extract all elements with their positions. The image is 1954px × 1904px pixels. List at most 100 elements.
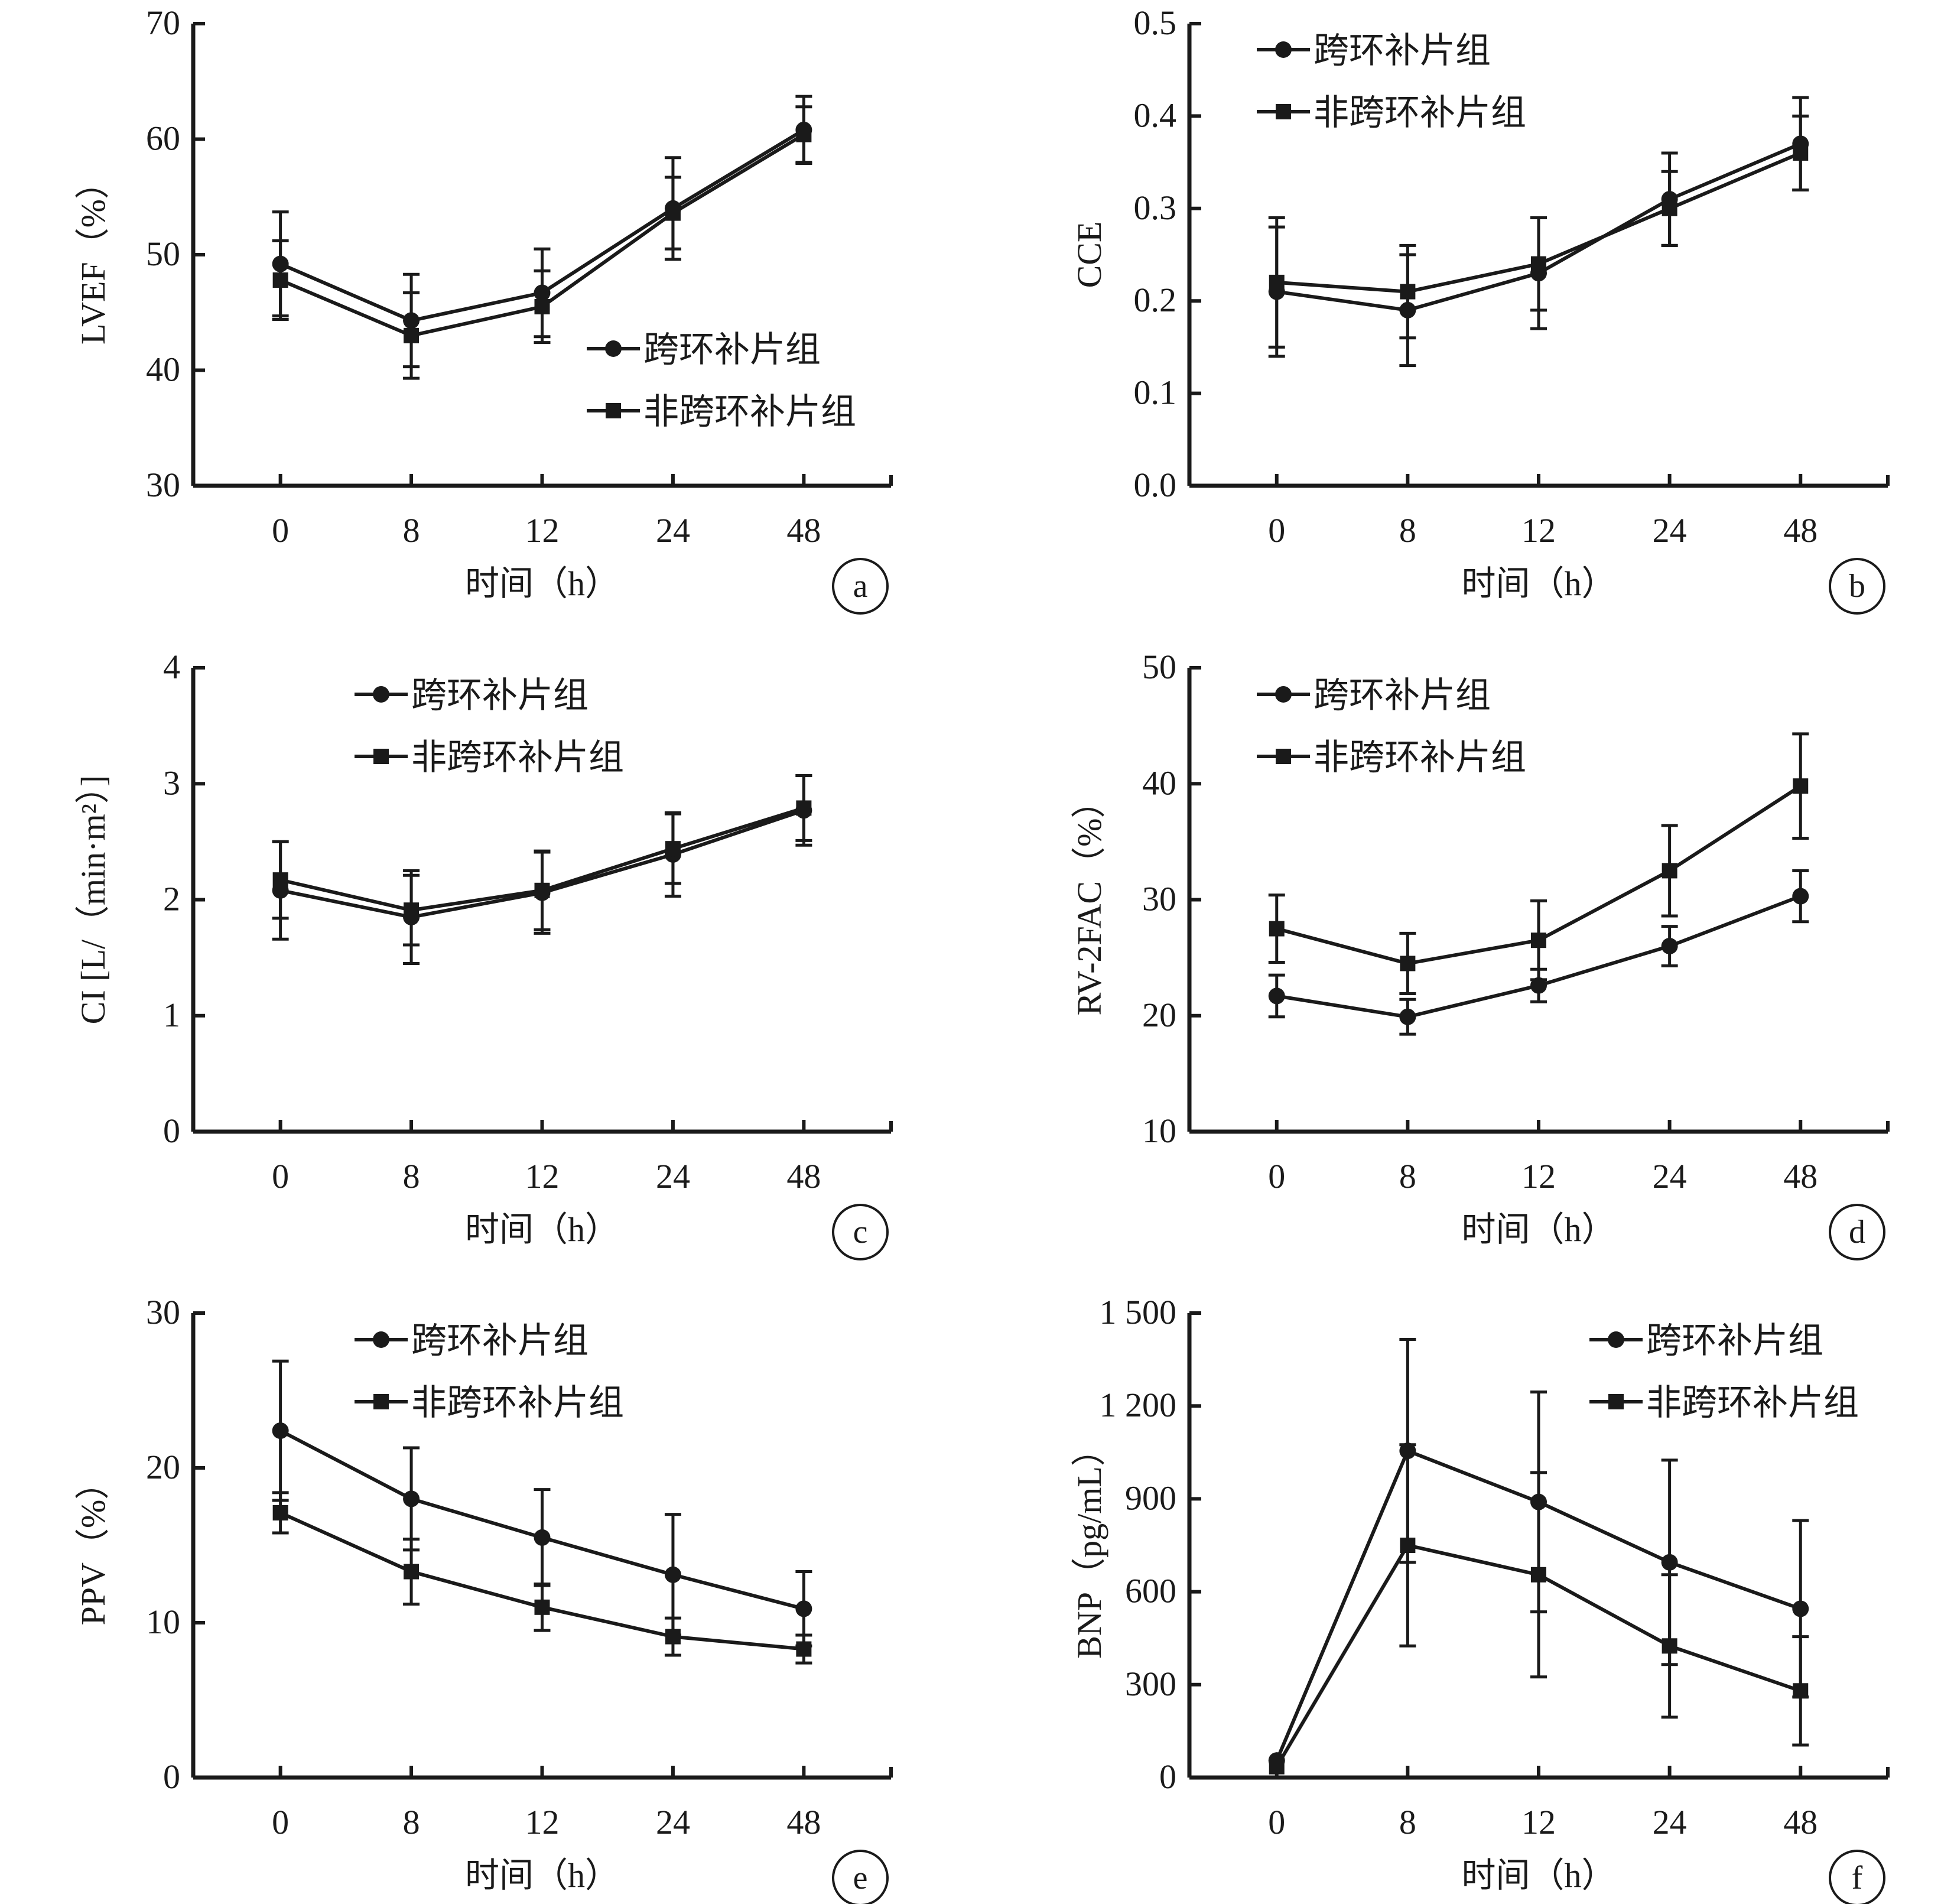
data-point-square	[796, 800, 812, 816]
panel-letter: e	[853, 1860, 868, 1896]
data-point-square	[1793, 145, 1809, 161]
y-tick-label: 50	[146, 235, 180, 273]
data-point-square	[272, 1505, 288, 1520]
legend-marker-square	[373, 1394, 389, 1409]
legend-label: 非跨环补片组	[411, 738, 624, 777]
chart-panel-a: 30 40 50 60 70 0 8 12 24 48 时间（h） LVEF（%） a 跨环补片组非跨环补…	[74, 4, 893, 615]
legend-marker-square	[373, 749, 389, 764]
y-tick-label: 0.4	[1134, 96, 1177, 134]
y-tick-label: 0.0	[1134, 466, 1177, 504]
x-tick-label: 0	[272, 511, 289, 550]
data-point-circle	[1399, 1008, 1416, 1025]
data-point-square	[1531, 1567, 1546, 1583]
data-point-square	[1662, 1638, 1677, 1654]
x-tick-label: 0	[1268, 511, 1285, 550]
panel-letter-circle	[1829, 1204, 1885, 1260]
series-non-transannular-patch	[1268, 732, 1809, 995]
legend-marker-circle	[605, 340, 622, 357]
panel-letter: b	[1849, 568, 1865, 605]
legend-marker-square	[1276, 104, 1291, 119]
y-tick-label: 1	[163, 996, 180, 1034]
y-axis-title: RV-2FAC（%）	[1070, 784, 1108, 1016]
y-tick-label: 300	[1125, 1665, 1176, 1703]
x-tick-label: 0	[1268, 1157, 1285, 1195]
data-point-square	[404, 327, 420, 343]
y-tick-label: 0.1	[1134, 373, 1177, 412]
x-tick-label: 12	[525, 1157, 560, 1195]
x-tick-label: 48	[786, 1157, 821, 1195]
data-point-circle	[664, 1566, 681, 1583]
x-tick-label: 8	[403, 1803, 420, 1841]
data-point-square	[1531, 256, 1546, 272]
y-axis-title: LVEF（%）	[74, 165, 112, 345]
legend-label: 跨环补片组	[411, 1321, 589, 1360]
y-tick-label: 30	[146, 1293, 180, 1331]
legend-label: 跨环补片组	[1313, 676, 1491, 715]
x-axis-title: 时间（h）	[1461, 1210, 1615, 1249]
legend-label: 跨环补片组	[643, 330, 821, 369]
legend-label: 跨环补片组	[1646, 1321, 1823, 1360]
x-tick-label: 12	[1521, 1803, 1556, 1841]
y-tick-label: 0.3	[1134, 189, 1177, 227]
y-tick-label: 30	[1142, 880, 1176, 918]
legend-label: 非跨环补片组	[643, 392, 856, 431]
legend-marker-circle	[1608, 1331, 1624, 1348]
data-point-circle	[1792, 1600, 1809, 1617]
series-non-transannular-patch	[272, 105, 812, 380]
panel-letter: d	[1849, 1214, 1865, 1250]
series-non-transannular-patch	[1268, 114, 1809, 349]
x-tick-label: 0	[272, 1157, 289, 1195]
y-axis-title: PPV（%）	[74, 1466, 112, 1626]
legend-marker-circle	[373, 1331, 389, 1348]
data-point-circle	[1661, 1554, 1678, 1571]
panel-letter-circle	[1829, 558, 1885, 615]
y-tick-label: 70	[146, 4, 180, 42]
data-point-square	[1400, 1538, 1416, 1553]
legend-label: 非跨环补片组	[1313, 738, 1526, 777]
panel-letter: f	[1852, 1860, 1863, 1896]
data-point-square	[272, 272, 288, 288]
y-tick-label: 4	[163, 648, 180, 686]
x-axis-title: 时间（h）	[1461, 564, 1615, 603]
x-tick-label: 12	[525, 1803, 560, 1841]
y-tick-label: 0.5	[1134, 4, 1177, 42]
y-tick-label: 0	[163, 1757, 180, 1796]
data-point-square	[1269, 921, 1285, 937]
y-axis-title: CI [L/（min·m²）]	[74, 775, 112, 1025]
y-tick-label: 40	[1142, 763, 1176, 802]
data-point-square	[534, 298, 550, 314]
x-axis-title: 时间（h）	[465, 564, 619, 603]
y-tick-label: 3	[163, 763, 180, 802]
data-point-square	[796, 1641, 812, 1657]
legend-label: 非跨环补片组	[411, 1383, 624, 1422]
panel-letter-circle	[1829, 1850, 1885, 1904]
data-point-square	[534, 1599, 550, 1615]
data-point-circle	[1530, 977, 1547, 994]
data-point-square	[665, 1629, 681, 1645]
x-tick-label: 0	[272, 1803, 289, 1841]
data-point-circle	[403, 1490, 420, 1507]
y-tick-label: 0.2	[1134, 281, 1177, 319]
series-non-transannular-patch	[272, 1491, 812, 1665]
x-tick-label: 12	[525, 511, 560, 550]
x-tick-label: 24	[656, 1803, 690, 1841]
x-axis-title: 时间（h）	[1461, 1856, 1615, 1895]
data-point-square	[796, 126, 812, 142]
x-tick-label: 24	[656, 511, 690, 550]
x-tick-label: 12	[1521, 511, 1556, 550]
y-tick-label: 40	[146, 350, 180, 389]
data-point-circle	[534, 1529, 551, 1546]
data-point-circle	[795, 1600, 812, 1617]
x-tick-label: 0	[1268, 1803, 1285, 1841]
legend-marker-circle	[373, 686, 389, 703]
data-point-square	[1793, 778, 1809, 794]
legend-marker-square	[1608, 1394, 1624, 1409]
legend-label: 非跨环补片组	[1313, 93, 1526, 132]
y-tick-label: 10	[146, 1603, 180, 1641]
legend-label: 非跨环补片组	[1646, 1383, 1859, 1422]
y-tick-label: 60	[146, 119, 180, 158]
